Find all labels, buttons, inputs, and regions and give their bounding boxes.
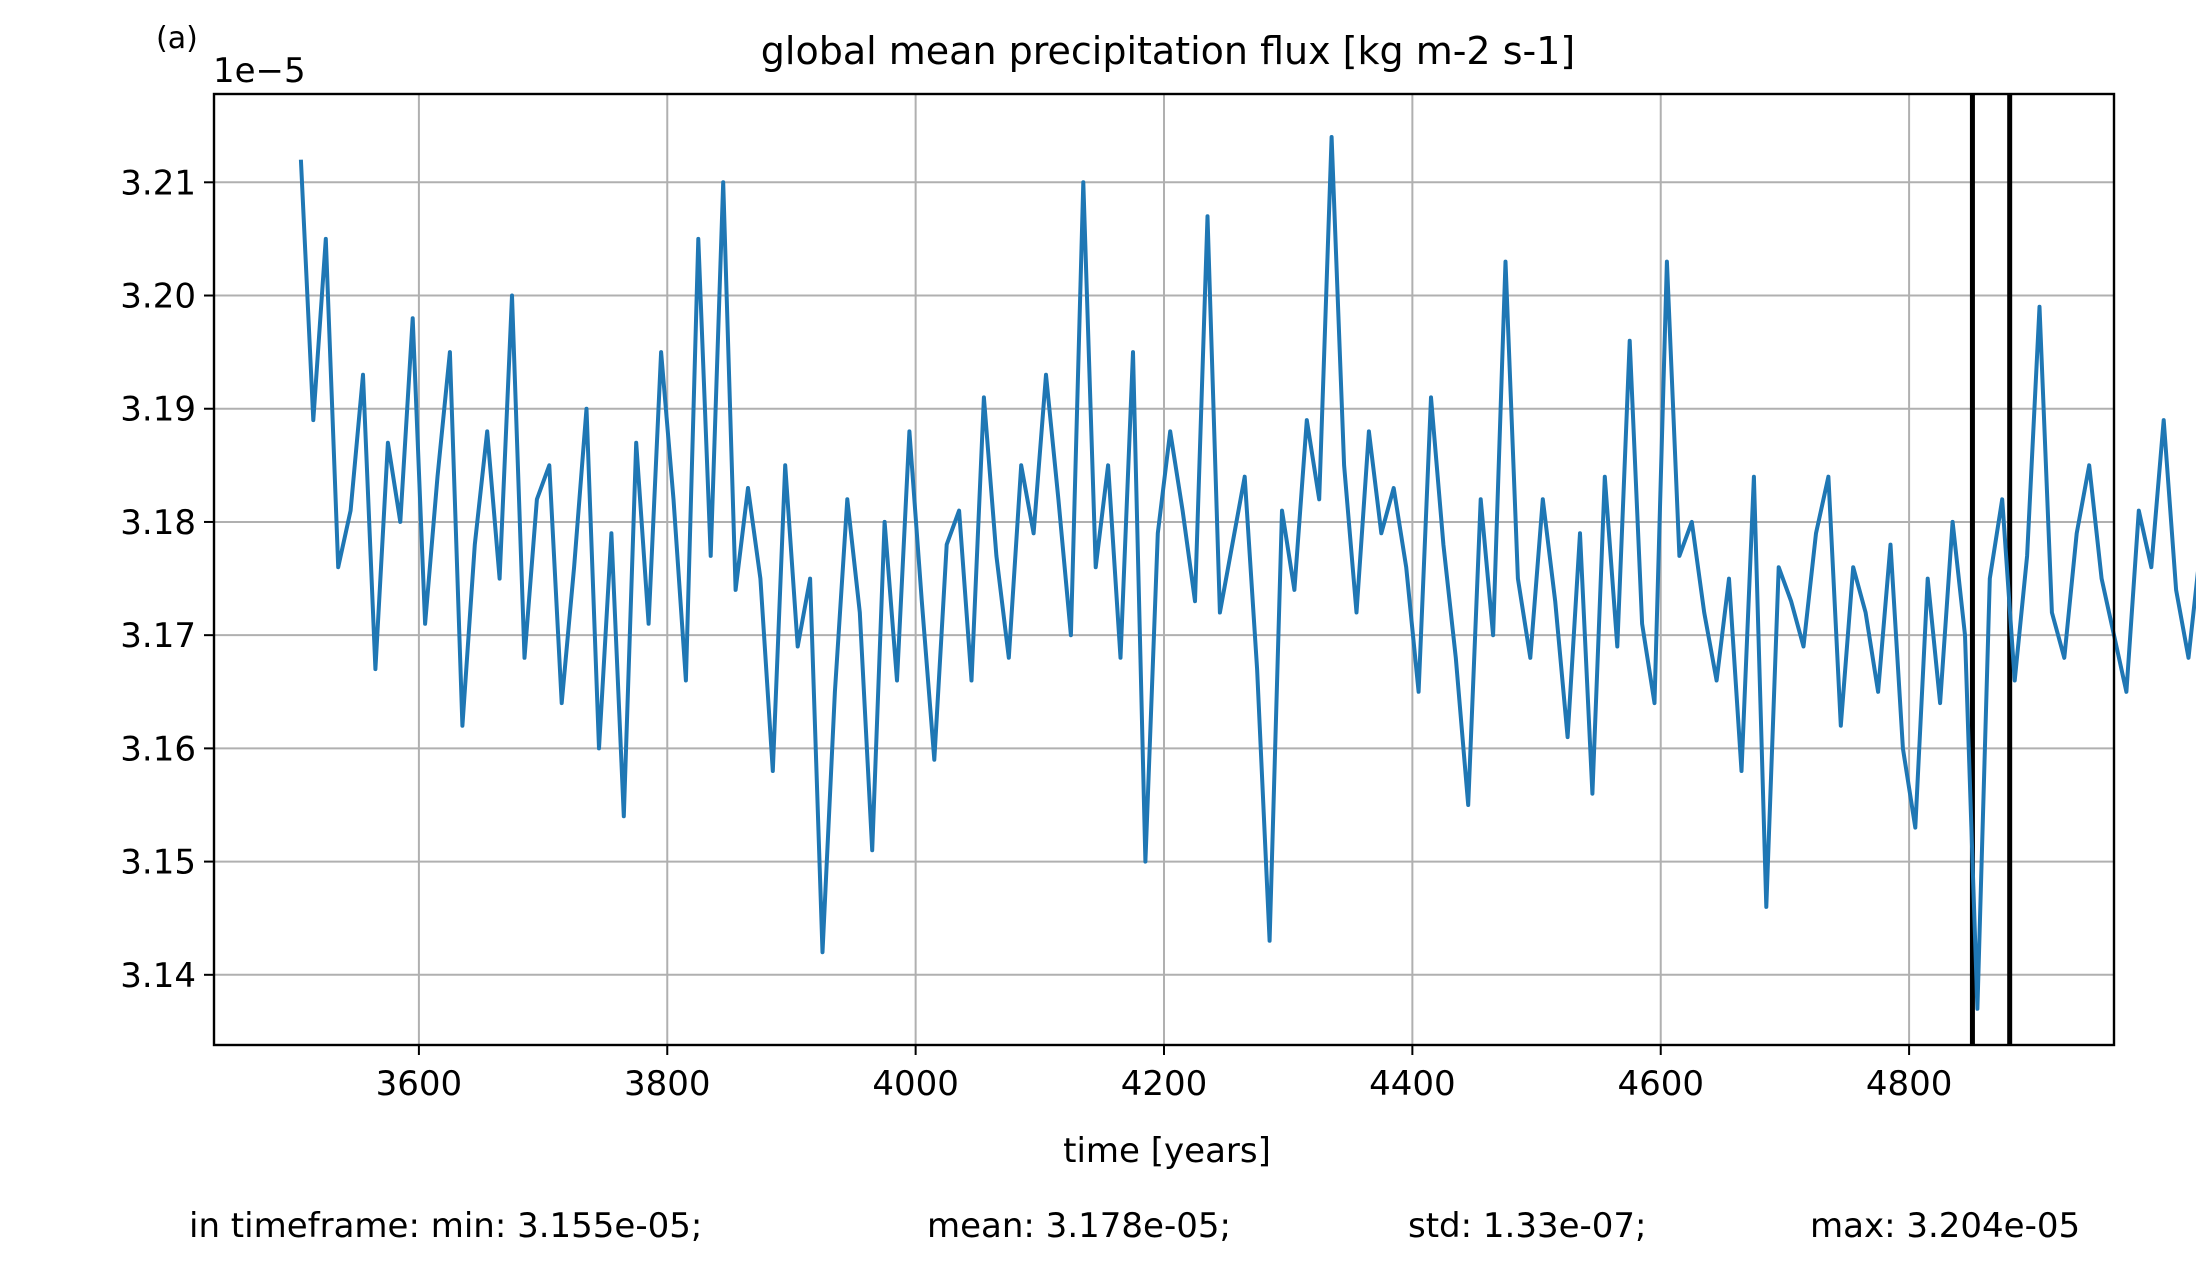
y-tick-label: 3.16	[120, 729, 196, 769]
x-tick-label: 4600	[1617, 1064, 1704, 1104]
stat-std: std: 1.33e-07;	[1408, 1206, 1647, 1246]
x-tick-label: 3600	[376, 1064, 463, 1104]
x-axis-label: time [years]	[1063, 1131, 1271, 1171]
stat-max: max: 3.204e-05	[1810, 1206, 2080, 1246]
y-tick-label: 3.15	[120, 843, 196, 883]
series-group	[298, 135, 2196, 1011]
y-tick-label: 3.17	[120, 616, 196, 656]
stat-min: in timeframe: min: 3.155e-05;	[189, 1206, 702, 1246]
y-tick-label: 3.20	[120, 277, 196, 317]
y-ticks: 3.14 3.15 3.16 3.17 3.18 3.19 3.20 3.21	[120, 163, 214, 996]
series-line	[298, 135, 2196, 1011]
grid-lines	[214, 94, 2114, 1045]
panel-label: (a)	[156, 21, 198, 56]
x-tick-label: 4400	[1369, 1064, 1456, 1104]
y-tick-label: 3.18	[120, 503, 196, 543]
chart-title: global mean precipitation flux [kg m-2 s…	[761, 29, 1575, 73]
y-tick-label: 3.19	[120, 390, 196, 430]
x-ticks: 3600 3800 4000 4200 4400 4600 4800	[376, 1045, 1953, 1104]
x-tick-label: 3800	[624, 1064, 711, 1104]
y-tick-label: 3.21	[120, 163, 196, 203]
x-tick-label: 4000	[872, 1064, 959, 1104]
x-tick-label: 4800	[1866, 1064, 1953, 1104]
x-tick-label: 4200	[1121, 1064, 1208, 1104]
stat-mean: mean: 3.178e-05;	[927, 1206, 1231, 1246]
y-tick-label: 3.14	[120, 956, 196, 996]
y-offset-label: 1e−5	[213, 51, 306, 91]
